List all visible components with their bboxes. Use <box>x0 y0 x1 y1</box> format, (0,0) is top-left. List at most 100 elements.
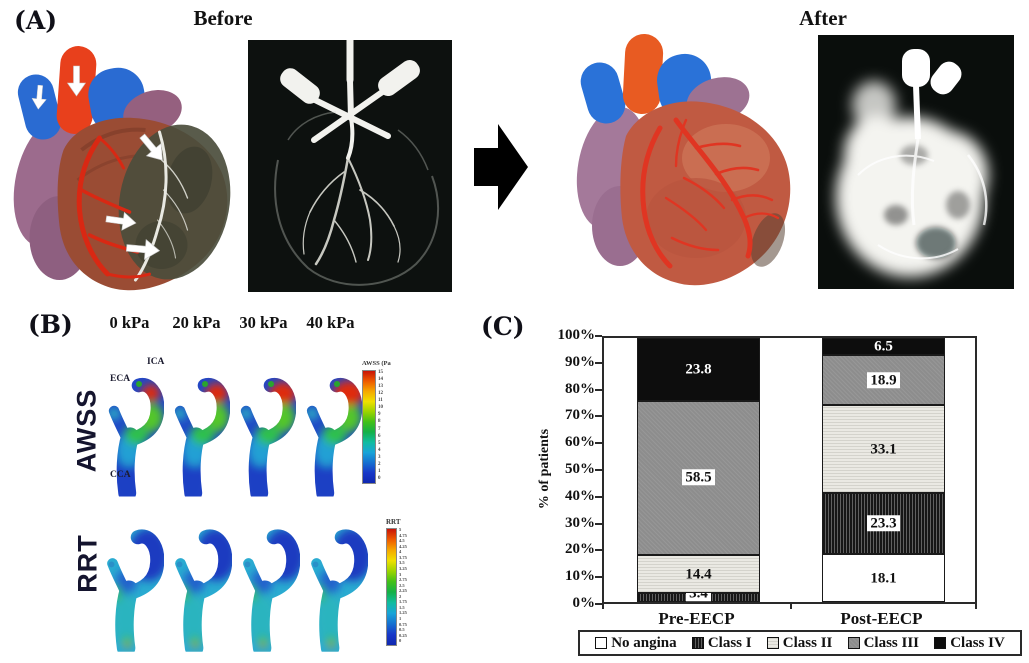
colorbar-tick: 13 <box>378 383 383 389</box>
x-tickmark <box>975 604 977 609</box>
carotid-model-rrt-3 <box>300 503 368 655</box>
lad-vessel <box>134 130 189 282</box>
pressure-header-3: 40 kPa <box>306 313 355 332</box>
colorbar-tick: 1.25 <box>399 610 407 616</box>
colorbar-rrt-gradient <box>386 528 397 646</box>
colorbar-tick: 0 <box>399 638 402 644</box>
colorbar-tick: 14 <box>378 376 383 382</box>
colorbar-tick: 2.75 <box>399 577 407 583</box>
legend-label-2: Class II <box>782 634 833 651</box>
y-tick-label: 40% <box>565 487 595 504</box>
colorbar-tick: 4 <box>378 447 381 453</box>
y-tickmark <box>595 603 602 605</box>
bar-segment <box>822 338 945 356</box>
y-tick-label: 70% <box>565 407 595 424</box>
colorbar-tick: 1 <box>399 616 402 621</box>
pressure-header-0: 0 kPa <box>109 313 150 332</box>
x-category-label-0: Pre-EECP <box>658 609 735 628</box>
legend-swatch-0 <box>595 637 608 649</box>
colorbar-rrt-title: RRT <box>386 518 401 526</box>
colorbar-tick: 15 <box>378 369 383 375</box>
bar-segment <box>822 355 945 406</box>
angiogram-before <box>248 40 452 292</box>
colorbar-tick: 12 <box>378 390 383 396</box>
anatomy-label-ica: ICA <box>147 357 165 367</box>
y-tick-label: 30% <box>565 514 595 531</box>
colorbar-tick: 4.25 <box>399 543 407 549</box>
colorbar-tick: 2 <box>399 593 402 599</box>
anatomy-label-eca: ECA <box>110 374 131 384</box>
bar-segment <box>822 492 945 555</box>
carotid-model-awss-1 <box>164 352 230 500</box>
heart-illustration-before <box>13 46 231 291</box>
y-tickmark <box>595 549 602 552</box>
y-tickmark <box>595 361 602 364</box>
colorbar-tick: 1 <box>378 469 381 475</box>
y-tick-label: 50% <box>565 461 595 477</box>
rrt-model-row <box>96 503 368 655</box>
colorbar-tick: 9 <box>378 412 381 418</box>
legend-label-4: Class IV <box>950 634 1005 651</box>
chart-legend: No angina Class I Class II Class III Class I… <box>578 630 1022 656</box>
awss-model-row <box>98 352 362 500</box>
panel-c-label: (C) <box>481 312 525 341</box>
legend-swatch-3 <box>847 637 860 649</box>
before-title: Before <box>193 6 253 30</box>
x-tickmark <box>789 604 792 609</box>
colorbar-tick: 5 <box>399 527 402 532</box>
colorbar-awss: AWSS (Pa 15 14 13 12 11 10 9 8 7 6 5 4 3 2 1 0 <box>362 360 391 484</box>
legend-item-1: Class I <box>691 635 752 652</box>
pressure-headers: 0 kPa 20 kPa 30 kPa 40 kPa <box>96 313 364 333</box>
colorbar-tick: 3 <box>399 571 402 577</box>
colorbar-tick: 0.25 <box>399 632 407 638</box>
colorbar-tick: 2 <box>378 462 381 468</box>
colorbar-tick: 2.25 <box>399 588 407 594</box>
carotid-model-awss-3 <box>296 352 362 500</box>
y-tick-label: 90% <box>565 353 595 370</box>
legend-item-2: Class II <box>766 634 833 652</box>
carotid-model-rrt-1 <box>164 503 232 655</box>
y-tickmark <box>595 335 602 337</box>
colorbar-tick: 1.5 <box>399 604 405 610</box>
y-tick-label: 0% <box>572 595 596 611</box>
bar-segment <box>822 554 945 602</box>
colorbar-tick: 11 <box>378 398 383 403</box>
stacked-bar-0: 3.414.458.523.8 <box>637 338 760 602</box>
legend-swatch-1 <box>691 637 704 649</box>
x-tickmark <box>602 604 604 609</box>
y-tickmark <box>595 522 602 525</box>
y-tickmark <box>595 469 602 471</box>
bar-segment <box>637 338 760 401</box>
bar-segment <box>637 593 760 602</box>
colorbar-tick: 3.75 <box>399 554 407 560</box>
coronary-arteries <box>640 117 780 269</box>
y-tick-label: 100% <box>557 327 596 343</box>
heart-illustration-after <box>576 34 791 286</box>
colorbar-tick: 1.75 <box>399 599 407 605</box>
colorbar-rrt: RRT 5 4.75 4.5 4.25 4 3.75 3.5 3.25 3 2.75 2.5 2.25… <box>386 519 407 646</box>
anatomy-label-cca: CCA <box>110 470 131 480</box>
colorbar-tick: 4.75 <box>399 532 407 538</box>
y-tickmark <box>595 415 602 418</box>
panel-a-label: (A) <box>14 6 58 35</box>
colorbar-awss-gradient <box>362 369 376 484</box>
colorbar-tick: 4 <box>399 549 402 555</box>
after-title: After <box>799 6 847 30</box>
stacked-bar-plot: 3.414.458.523.8 18.123.333.118.96.5 <box>602 336 977 604</box>
colorbar-tick: 0.5 <box>399 627 405 633</box>
legend-item-4: Class IV <box>934 635 1005 652</box>
carotid-model-awss-2 <box>230 352 296 500</box>
sparse-vessel-tree <box>302 156 401 266</box>
transition-arrow-icon <box>474 124 528 210</box>
y-tickmark <box>595 495 602 498</box>
carotid-model-rrt-0 <box>96 503 164 655</box>
legend-item-3: Class III <box>847 635 919 652</box>
colorbar-tick: 3.5 <box>399 560 405 566</box>
colorbar-awss-ticks: 15 14 13 12 11 10 9 8 7 6 5 4 3 2 1 0 <box>378 370 383 482</box>
colorbar-tick: 10 <box>378 405 383 411</box>
carotid-model-rrt-2 <box>232 503 300 655</box>
angiogram-after <box>818 35 1014 289</box>
colorbar-tick: 6 <box>378 433 381 439</box>
colorbar-tick: 8 <box>378 419 381 425</box>
